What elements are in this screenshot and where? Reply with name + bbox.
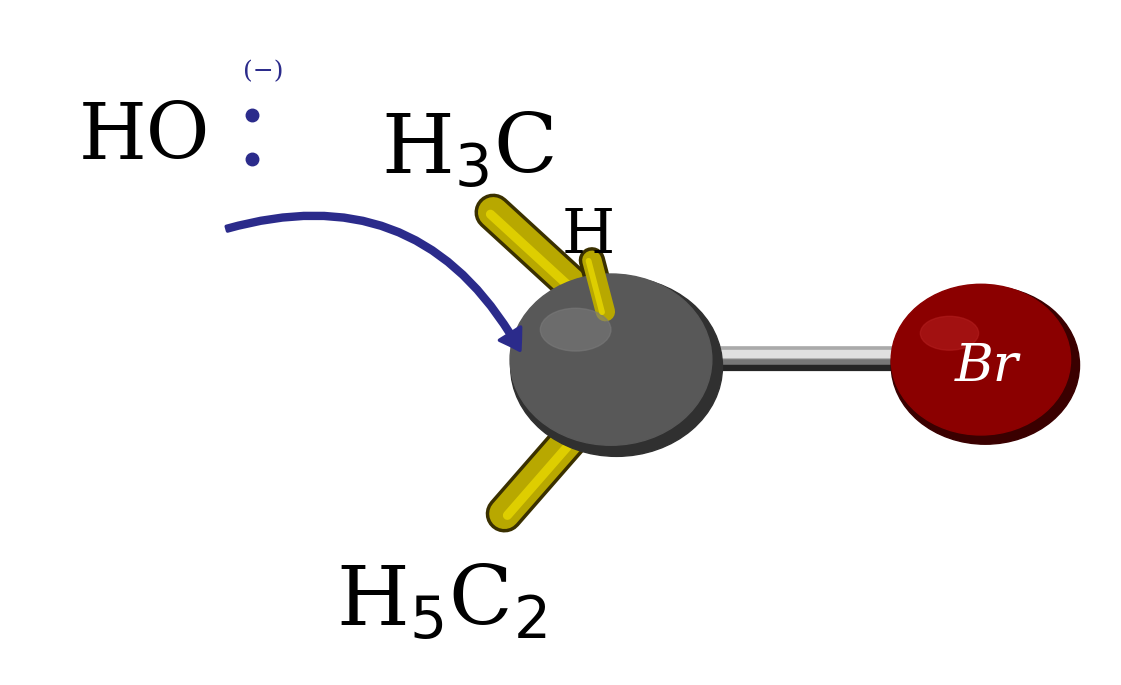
Text: (−): (−) [243,60,284,84]
Ellipse shape [540,308,611,351]
Ellipse shape [891,284,1071,435]
Ellipse shape [510,274,712,445]
Text: H: H [562,206,615,266]
Text: Br: Br [954,341,1019,392]
Text: H$_3$C: H$_3$C [381,110,555,191]
Text: HO: HO [78,99,210,175]
Ellipse shape [920,316,979,350]
FancyArrowPatch shape [226,213,520,350]
Ellipse shape [891,286,1080,445]
Text: H$_5$C$_2$: H$_5$C$_2$ [336,562,547,643]
Ellipse shape [511,277,723,456]
